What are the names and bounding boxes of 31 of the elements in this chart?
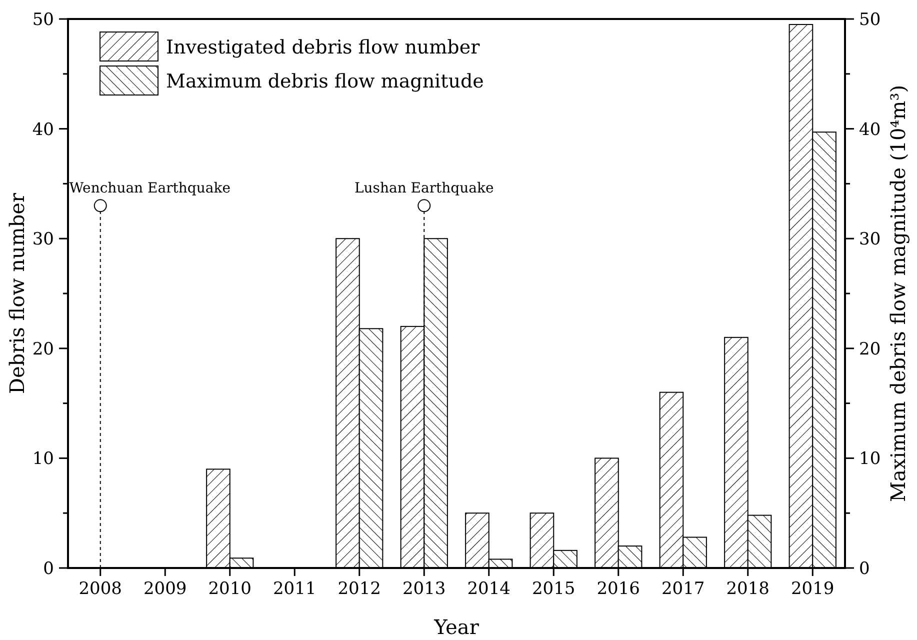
y-tick-label: 10 xyxy=(32,449,54,470)
legend-label: Maximum debris flow magnitude xyxy=(166,70,484,93)
ref-line-label: Wenchuan Earthquake xyxy=(69,180,231,197)
x-tick-label: 2016 xyxy=(596,579,640,599)
x-axis-title: Year xyxy=(433,615,480,639)
ref-line-label: Lushan Earthquake xyxy=(354,180,494,197)
x-tick-label: 2008 xyxy=(78,579,122,599)
y2-tick-label: 50 xyxy=(859,10,881,30)
y2-tick-label: 10 xyxy=(859,449,881,470)
x-tick-label: 2012 xyxy=(338,579,382,599)
y-tick-label: 50 xyxy=(32,10,54,30)
legend-label: Investigated debris flow number xyxy=(166,36,481,59)
x-tick-label: 2013 xyxy=(402,579,446,599)
y2-tick-label: 20 xyxy=(859,339,881,360)
y-axis-title: Debris flow number xyxy=(5,192,29,394)
x-tick-label: 2011 xyxy=(272,579,316,599)
y2-axis-title: Maximum debris flow magnitude (10⁴m³) xyxy=(886,84,910,502)
x-tick-label: 2010 xyxy=(208,579,252,599)
x-tick-label: 2018 xyxy=(726,579,770,599)
x-tick-label: 2009 xyxy=(143,579,187,599)
y-tick-label: 30 xyxy=(32,230,54,250)
y-tick-label: 20 xyxy=(32,339,54,360)
y2-tick-label: 30 xyxy=(859,230,881,250)
x-tick-label: 2019 xyxy=(790,579,834,599)
y2-tick-label: 0 xyxy=(859,558,870,579)
y2-tick-label: 40 xyxy=(859,120,881,140)
y-tick-label: 40 xyxy=(32,120,54,140)
y-tick-label: 0 xyxy=(43,558,54,579)
x-tick-label: 2017 xyxy=(661,579,705,599)
x-tick-label: 2014 xyxy=(467,579,511,599)
x-tick-label: 2015 xyxy=(532,579,576,599)
